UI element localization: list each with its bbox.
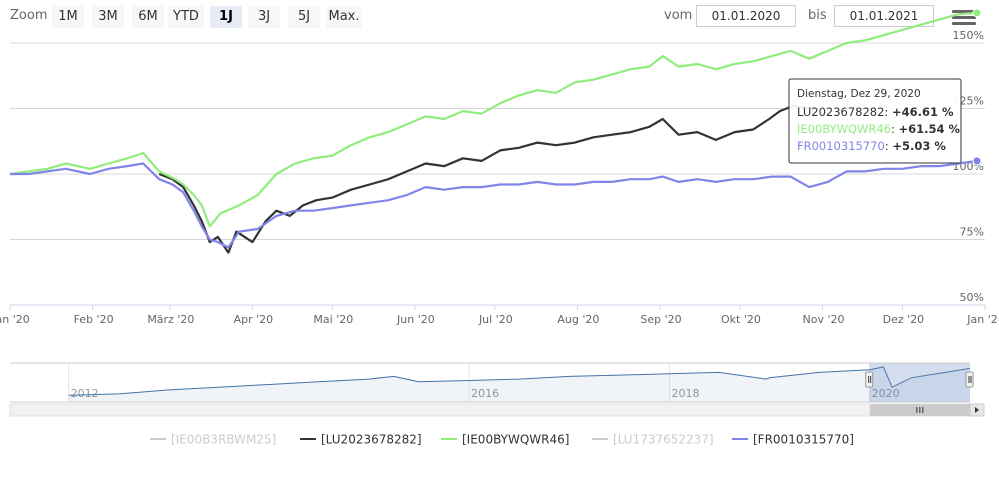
range-button-3m[interactable]: 3M (92, 6, 124, 28)
legend-label: [LU2023678282] (321, 432, 422, 447)
scrollbar-arrow-icon (975, 407, 979, 413)
legend-swatch (150, 437, 166, 440)
x-tick-label: Dez '20 (883, 313, 925, 326)
legend-item[interactable]: [FR0010315770] (732, 432, 854, 450)
x-tick-label: Apr '20 (234, 313, 274, 326)
legend-swatch (300, 437, 316, 440)
x-tick-label: März '20 (147, 313, 194, 326)
tooltip-row: LU2023678282: +46.61 % (797, 105, 954, 119)
legend-swatch (732, 437, 748, 440)
legend-item[interactable]: [LU1737652237] (592, 432, 714, 450)
range-button-1j[interactable]: 1J (210, 6, 242, 28)
chart-legend: [IE00B3RBWM25] [LU2023678282] [IE00BYWQW… (0, 430, 999, 452)
y-tick-label: 150% (953, 29, 984, 42)
hamburger-menu-icon[interactable] (952, 8, 976, 28)
x-tick-label: Aug '20 (557, 313, 599, 326)
navigator-area (68, 367, 970, 402)
legend-item[interactable]: [IE00B3RBWM25] (150, 432, 276, 450)
y-axis-labels: 50%75%100%125%150% (953, 29, 984, 304)
navigator-tick-label: 2020 (872, 387, 900, 400)
x-tick-label: Jul '20 (478, 313, 513, 326)
legend-swatch (441, 437, 457, 440)
tooltip-series-value: +5.03 % (892, 139, 946, 153)
navigator-background (10, 363, 970, 402)
navigator-tick-label: 2016 (471, 387, 499, 400)
x-tick-label: Sep '20 (640, 313, 681, 326)
x-tick-label: Nov '20 (803, 313, 845, 326)
series-line-lu2023678282 (158, 104, 815, 254)
x-tick-label: Feb '20 (74, 313, 114, 326)
y-tick-label: 75% (960, 226, 984, 239)
navigator-selection (869, 363, 970, 402)
legend-item[interactable]: [IE00BYWQWR46] (441, 432, 569, 450)
hover-markers (972, 8, 982, 166)
y-tick-label: 50% (960, 291, 984, 304)
legend-swatch (592, 437, 608, 440)
tooltip: Dienstag, Dez 29, 2020 LU2023678282: +46… (788, 78, 962, 164)
navigator-tick-label: 2018 (672, 387, 700, 400)
navigator-line (68, 366, 971, 396)
range-toolbar: Zoom 1M 3M 6M YTD 1J 3J 5J Max. vom bis (0, 0, 999, 36)
from-date-input[interactable] (696, 5, 796, 27)
legend-label: [IE00BYWQWR46] (462, 432, 570, 447)
legend-label: [FR0010315770] (753, 432, 854, 447)
series-line-ie00bywqwr46 (9, 11, 978, 228)
hover-marker-ie00bywqwr46 (972, 8, 982, 18)
x-axis: Jan '20 Feb '20 März '20 Apr '20 Mai '20 Jun … (0, 304, 999, 326)
hover-marker-fr0010315770 (972, 156, 982, 166)
x-tick-label: Jan '21 (966, 313, 999, 326)
tooltip-series-value: +46.61 % (892, 105, 954, 119)
legend-label: [IE00B3RBWM25] (171, 432, 277, 447)
tooltip-row: IE00BYWQWR46: +61.54 % (797, 122, 961, 136)
series-line-fr0010315770 (10, 159, 978, 249)
x-tick-label: Mai '20 (313, 313, 353, 326)
tooltip-series-value: +61.54 % (899, 122, 961, 136)
to-date-input[interactable] (834, 5, 934, 27)
tooltip-date: Dienstag, Dez 29, 2020 (797, 88, 921, 100)
legend-label: [LU1737652237] (613, 432, 714, 447)
navigator[interactable]: 2012 2016 2018 2020 (9, 362, 985, 417)
range-button-5j[interactable]: 5J (288, 6, 320, 28)
x-tick-label: Jun '20 (396, 313, 435, 326)
x-tick-label: Jan '20 (0, 313, 30, 326)
zoom-label: Zoom (10, 8, 48, 23)
range-button-1m[interactable]: 1M (52, 6, 84, 28)
range-button-max[interactable]: Max. (326, 6, 362, 28)
tooltip-series-name: FR0010315770 (797, 139, 885, 153)
tooltip-series-name: IE00BYWQWR46 (797, 122, 891, 136)
navigator-tick-label: 2012 (71, 387, 99, 400)
to-date-label: bis (808, 8, 827, 23)
x-tick-label: Okt '20 (721, 313, 761, 326)
tooltip-series-name: LU2023678282 (797, 105, 884, 119)
range-button-ytd[interactable]: YTD (168, 6, 204, 28)
range-button-3j[interactable]: 3J (248, 6, 280, 28)
chart-series (9, 11, 978, 254)
from-date-label: vom (664, 8, 693, 23)
tooltip-row: FR0010315770: +5.03 % (797, 139, 946, 153)
range-button-6m[interactable]: 6M (132, 6, 164, 28)
legend-item[interactable]: [LU2023678282] (300, 432, 422, 450)
scrollbar-track (9, 403, 971, 417)
